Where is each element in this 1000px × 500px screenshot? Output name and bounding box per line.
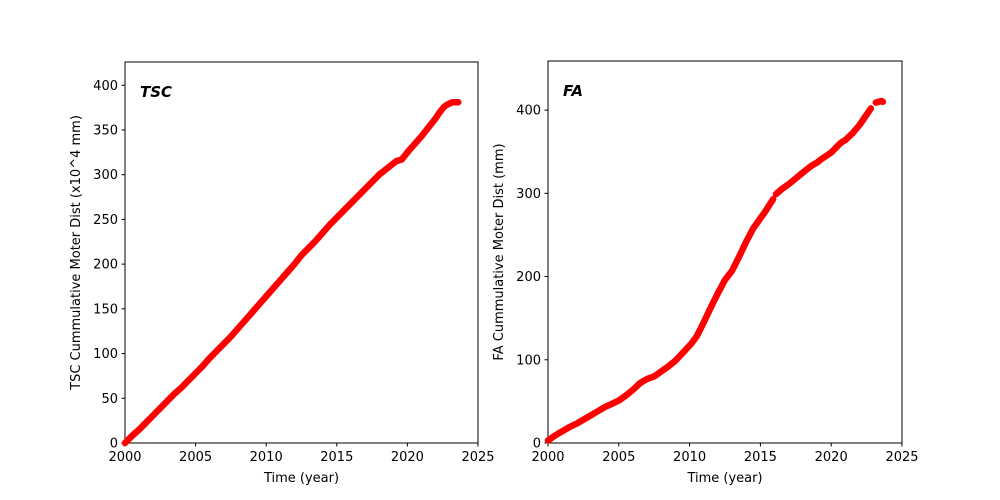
tsc-x-tick-label: 2005 xyxy=(179,450,212,465)
tsc-axes-spines xyxy=(124,61,479,444)
tsc-x-tick-label: 2000 xyxy=(108,450,141,465)
tsc-x-tick-label: 2010 xyxy=(250,450,283,465)
tsc-x-tick-label: 2020 xyxy=(391,450,424,465)
tsc-series-line xyxy=(121,99,462,447)
tsc-plot: 2000 2005 2010 2015 2020 2025 0 50 100 150 200 250 3… xyxy=(69,61,495,486)
fa-y-tick-label: 200 xyxy=(516,270,541,285)
tsc-y-tick-label: 50 xyxy=(101,392,118,407)
fa-series-line xyxy=(544,195,777,444)
fa-series-line xyxy=(872,97,887,106)
fa-y-axis-label: FA Cummulative Moter Dist (mm) xyxy=(492,143,507,360)
fa-axes-spines xyxy=(547,60,903,444)
fa-y-tick-label: 400 xyxy=(516,104,541,119)
fa-x-tick-label: 2015 xyxy=(744,450,777,465)
tsc-y-tick-label: 100 xyxy=(93,347,118,362)
fa-x-tick-label: 2020 xyxy=(815,450,848,465)
fa-x-tick-label: 2010 xyxy=(673,450,706,465)
tsc-y-tick-label: 400 xyxy=(93,79,118,94)
fa-x-tick-label: 2000 xyxy=(531,450,564,465)
tsc-x-axis-label: Time (year) xyxy=(263,471,339,486)
tsc-x-tick-label: 2015 xyxy=(320,450,353,465)
tsc-y-tick-label: 200 xyxy=(93,258,118,273)
fa-plot: 2000 2005 2010 2015 2020 2025 0 100 200 300 400 Tim… xyxy=(492,60,919,486)
fa-y-tick-label: 300 xyxy=(516,187,541,202)
fa-x-tick-label: 2005 xyxy=(602,450,635,465)
fa-series-line xyxy=(772,105,875,198)
tsc-y-tick-label: 350 xyxy=(93,123,118,138)
tsc-y-tick-label: 150 xyxy=(93,302,118,317)
fa-y-tick-label: 0 xyxy=(533,437,541,452)
tsc-y-tick-label: 300 xyxy=(93,168,118,183)
fa-x-tick-label: 2025 xyxy=(885,450,918,465)
tsc-y-tick-label: 250 xyxy=(93,213,118,228)
fa-panel-title: FA xyxy=(563,82,583,100)
fa-y-tick-label: 100 xyxy=(516,353,541,368)
tsc-x-tick-label: 2025 xyxy=(461,450,494,465)
fa-x-axis-label: Time (year) xyxy=(686,471,762,486)
tsc-y-tick-label: 0 xyxy=(110,437,118,452)
tsc-y-axis-label: TSC Cummulative Moter Dist (x10^4 mm) xyxy=(69,115,84,391)
tsc-panel-title: TSC xyxy=(140,83,172,101)
